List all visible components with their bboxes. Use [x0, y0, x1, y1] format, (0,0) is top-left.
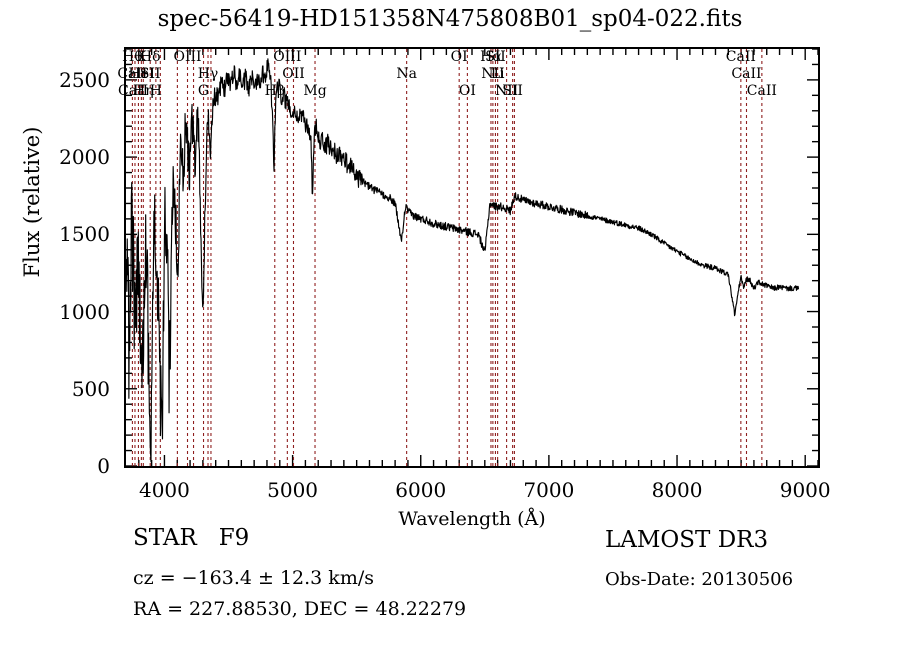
y-axis-ticks: 0 500 1000 1500 2000 2500 [0, 47, 118, 478]
y-tick-label: 2000 [59, 145, 110, 170]
spectrum-plot-svg [126, 49, 818, 466]
x-axis-label: Wavelength (Å) [398, 508, 546, 530]
plot-canvas [126, 49, 818, 466]
spectrum-trace [126, 58, 800, 463]
object-type: STAR [133, 525, 197, 551]
object-class-line: STAR F9 [133, 525, 249, 551]
y-tick-label: 1500 [59, 222, 110, 247]
y-tick-label: 1000 [59, 299, 110, 324]
y-tick-label: 500 [71, 376, 110, 401]
x-tick-label: 9000 [779, 478, 831, 502]
x-tick-label: 6000 [395, 478, 447, 502]
plot-area [124, 47, 820, 468]
x-tick-label: 8000 [651, 478, 703, 502]
x-tick-label: 5000 [267, 478, 319, 502]
figure-footer: STAR F9 cz = −163.4 ± 12.3 km/s RA = 227… [0, 525, 900, 645]
radial-velocity: cz = −163.4 ± 12.3 km/s [133, 567, 374, 589]
x-tick-label: 4000 [138, 478, 190, 502]
spectral-class: F9 [218, 525, 250, 551]
y-tick-label: 2500 [59, 67, 110, 92]
y-tick-label: 0 [97, 454, 110, 478]
x-tick-label: 7000 [523, 478, 575, 502]
x-axis-ticks: 4000 5000 6000 7000 8000 9000 [124, 474, 831, 504]
observation-date: Obs-Date: 20130506 [605, 569, 794, 590]
coordinates: RA = 227.88530, DEC = 48.22279 [133, 598, 467, 620]
survey-name: LAMOST DR3 [605, 527, 769, 553]
page-title: spec-56419-HD151358N475808B01_sp04-022.f… [157, 6, 743, 32]
